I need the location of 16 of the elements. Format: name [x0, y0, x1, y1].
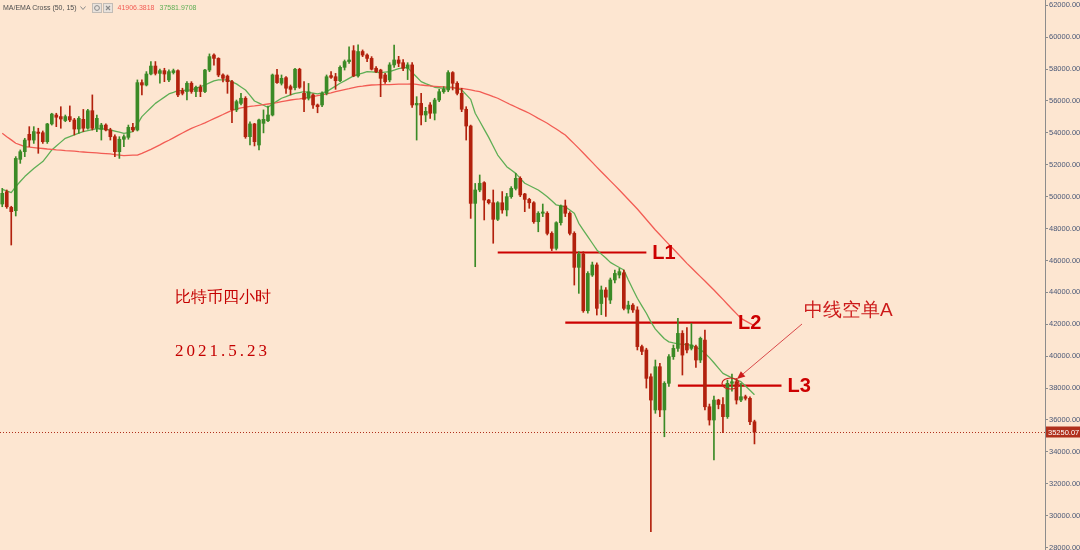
text: 2021.5.23: [175, 341, 270, 360]
text: 比特币四小时: [175, 288, 271, 305]
candlestick: [54, 112, 59, 127]
legend-label: L3: [787, 374, 811, 397]
candlestick: [604, 287, 608, 317]
candlestick: [473, 183, 478, 268]
series-label: L1: [652, 241, 676, 264]
candlestick: [140, 79, 144, 96]
candlestick: [739, 382, 743, 402]
annotation: 中线空单A: [803, 298, 893, 320]
candlestick: [302, 81, 306, 112]
series-label: L2: [737, 311, 762, 334]
candlestick: [347, 46, 351, 64]
candlestick: [392, 44, 396, 68]
candlestick: [58, 106, 63, 129]
candlestick: [36, 127, 41, 154]
